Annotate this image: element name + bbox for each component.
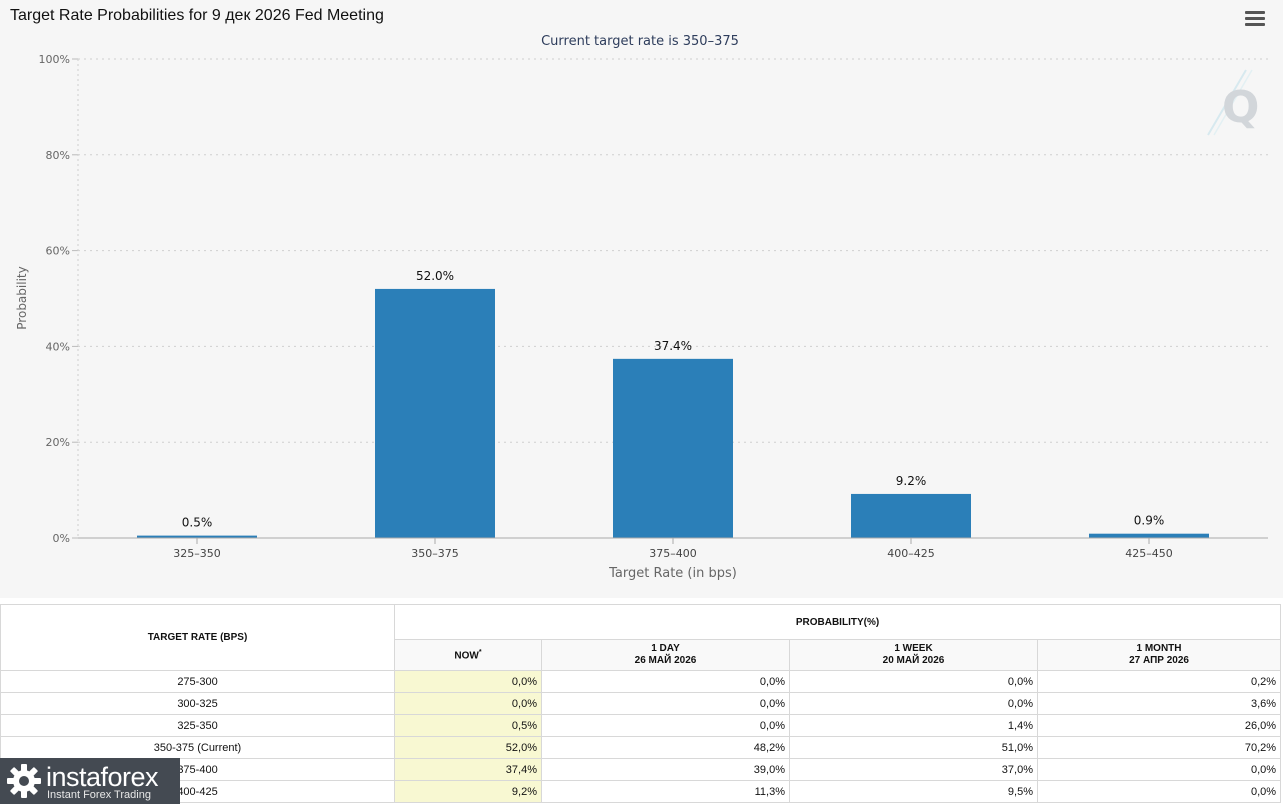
brand-name: instaforex (46, 762, 159, 792)
y-tick-label: 40% (46, 340, 70, 353)
table-row: 375-400 37,4% 39,0% 37,0% 0,0% (0, 758, 1282, 781)
probability-table-wrap: TARGET RATE (BPS) PROBABILITY(%) NOW* 1 … (0, 604, 1282, 803)
q-logo-watermark: Q (1207, 69, 1259, 136)
svg-text:Q: Q (1222, 82, 1259, 133)
bar[interactable] (137, 535, 257, 538)
chart-title: Target Rate Probabilities for 9 дек 2026… (10, 7, 384, 24)
cell-rate: 300-325 (0, 692, 395, 715)
cell-now: 0,0% (394, 692, 542, 715)
cell-day: 0,0% (541, 714, 790, 737)
chart-area: Target Rate Probabilities for 9 дек 2026… (10, 7, 1268, 581)
target-rate-header: TARGET RATE (BPS) (0, 604, 395, 671)
col-now-header: NOW* (394, 639, 542, 671)
bar[interactable] (613, 358, 733, 538)
chart-subtitle: Current target rate is 350–375 (541, 34, 739, 49)
bar[interactable] (1089, 533, 1209, 538)
probability-table: TARGET RATE (BPS) PROBABILITY(%) NOW* 1 … (0, 604, 1282, 803)
cell-day: 39,0% (541, 758, 790, 781)
col-1week-header: 1 WEEK 20 МАЙ 2026 (789, 639, 1038, 671)
cell-now: 9,2% (394, 780, 542, 803)
cell-month: 26,0% (1036, 714, 1282, 737)
cell-week: 0,0% (789, 692, 1038, 715)
cell-day: 0,0% (541, 692, 790, 715)
table-row: 275-300 0,0% 0,0% 0,0% 0,2% (0, 670, 1282, 693)
cell-now: 52,0% (394, 736, 542, 759)
table-row: 300-325 0,0% 0,0% 0,0% 3,6% (0, 692, 1282, 715)
cell-week: 9,5% (789, 780, 1038, 803)
bar-data-label: 0.9% (1134, 514, 1165, 528)
bar-data-label: 9.2% (896, 474, 927, 488)
bar-chart: Current target rate is 350–375 Q 0% 20% 40… (15, 34, 1268, 581)
bar-data-label: 0.5% (182, 516, 213, 530)
cell-now: 0,5% (394, 714, 542, 737)
cell-day: 0,0% (541, 670, 790, 693)
probability-header: PROBABILITY(%) (393, 604, 1282, 640)
x-tick-label: 425–450 (1125, 547, 1173, 560)
x-tick-label: 400–425 (887, 547, 935, 560)
x-tick-label: 350–375 (411, 547, 459, 560)
bar-data-label: 52.0% (416, 269, 454, 283)
y-tick-label: 0% (53, 532, 70, 545)
y-tick-label: 80% (46, 149, 70, 162)
cell-week: 51,0% (789, 736, 1038, 759)
cell-day: 11,3% (541, 780, 790, 803)
bar[interactable] (851, 493, 971, 538)
cell-month: 70,2% (1036, 736, 1282, 759)
y-axis-title: Probability (15, 266, 29, 329)
cell-now: 0,0% (394, 670, 542, 693)
bar-data-label: 37.4% (654, 339, 692, 353)
cell-month: 0,0% (1036, 758, 1282, 781)
x-axis-title: Target Rate (in bps) (608, 566, 737, 581)
y-tick-label: 20% (46, 436, 70, 449)
table-row: 400-425 9,2% 11,3% 9,5% 0,0% (0, 780, 1282, 803)
gear-logo-icon (7, 764, 41, 798)
cell-rate: 350-375 (Current) (0, 736, 395, 759)
brand-tagline: Instant Forex Trading (47, 789, 151, 801)
x-tick-label: 325–350 (173, 547, 221, 560)
cell-week: 1,4% (789, 714, 1038, 737)
bar[interactable] (375, 288, 495, 538)
cell-rate: 325-350 (0, 714, 395, 737)
table-row: 325-350 0,5% 0,0% 1,4% 26,0% (0, 714, 1282, 737)
cell-day: 48,2% (541, 736, 790, 759)
y-tick-label: 60% (46, 245, 70, 258)
cell-week: 0,0% (789, 670, 1038, 693)
col-1month-header: 1 MONTH 27 АПР 2026 (1036, 639, 1282, 671)
col-1day-header: 1 DAY 26 МАЙ 2026 (541, 639, 790, 671)
x-tick-label: 375–400 (649, 547, 697, 560)
table-row: 350-375 (Current) 52,0% 48,2% 51,0% 70,2% (0, 736, 1282, 759)
hamburger-menu-icon[interactable] (1245, 11, 1265, 27)
y-tick-label: 100% (39, 53, 70, 66)
cell-month: 0,2% (1036, 670, 1282, 693)
cell-now: 37,4% (394, 758, 542, 781)
instaforex-brand-badge: instaforex Instant Forex Trading (0, 758, 180, 804)
cell-week: 37,0% (789, 758, 1038, 781)
cell-month: 0,0% (1036, 780, 1282, 803)
cell-rate: 275-300 (0, 670, 395, 693)
cell-month: 3,6% (1036, 692, 1282, 715)
